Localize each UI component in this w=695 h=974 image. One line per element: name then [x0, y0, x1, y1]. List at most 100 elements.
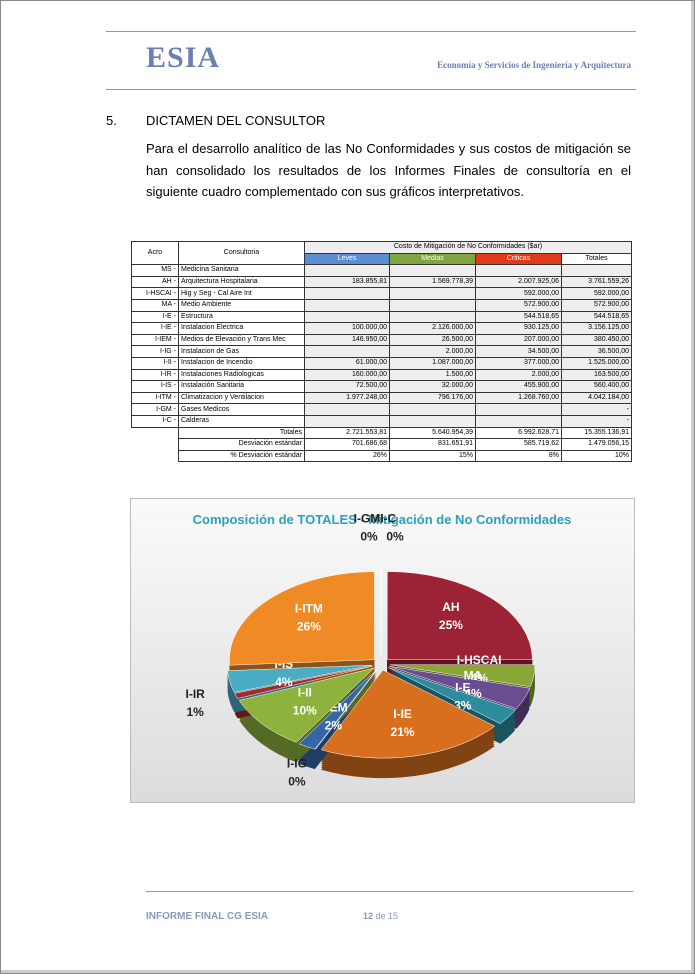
table-cell: 572.900,00 — [561, 298, 632, 312]
table-cell: I-ITM - — [131, 391, 179, 405]
table-cell: 6.992.628,71 — [475, 426, 562, 440]
table-row: MA - Medio Ambiente 572.900,00 572.900,00 — [131, 298, 632, 312]
table-cell: 26% — [304, 449, 390, 463]
table-cell — [304, 403, 390, 416]
value-label: 21% — [391, 725, 415, 739]
table-cell: Arquitectura Hospitalaria — [178, 275, 305, 289]
value-label: 0% — [386, 530, 404, 544]
table-row: Totales 2.721.553,81 5.640.954,39 6.992.628… — [132, 426, 632, 440]
table-cell: 1.977.248,00 — [304, 391, 390, 405]
table-cell: I-IEM - — [131, 333, 179, 347]
table-cell: 380.450,00 — [561, 333, 632, 347]
page-number: 12 de 15 — [363, 911, 398, 921]
table-cell: Consultoria — [178, 240, 305, 266]
table-cell: 701.686,68 — [304, 438, 390, 451]
table-cell: Instalaciones Radiologicas — [178, 368, 305, 382]
table-cell: 930.125,00 — [475, 322, 562, 335]
section-heading: DICTAMEN DEL CONSULTOR — [146, 113, 326, 128]
table-cell: I-HSCAI - — [131, 287, 179, 300]
slice-label: I-ITM — [295, 601, 323, 615]
table-cell: I-E - — [131, 310, 179, 324]
table-cell: I-GM - — [131, 403, 179, 416]
section-number: 5. — [106, 113, 117, 128]
table-cell: Instalacion Electrica — [178, 322, 305, 335]
value-label: 0% — [360, 530, 378, 544]
table-cell: 2.007.925,06 — [475, 275, 562, 289]
table-cell — [132, 450, 179, 462]
table-cell: 2.000,00 — [389, 345, 476, 358]
table-cell: 34.500,00 — [475, 345, 562, 358]
slice — [315, 669, 378, 750]
table-row: I-ITM - Climatizacion y Ventilacion 1.977.… — [131, 391, 632, 405]
table-cell: 100.000,00 — [304, 322, 390, 335]
slice — [389, 664, 536, 687]
table-cell: 2.000,00 — [475, 368, 562, 382]
table-cell: Medias — [389, 252, 476, 266]
table-cell: 4.042.184,00 — [561, 391, 632, 405]
table-cell: Calderas — [178, 414, 305, 428]
table-cell: Acro — [131, 240, 179, 266]
chart: Composición de TOTALES - Mitigación de N… — [130, 498, 635, 803]
table-cell: I-IG - — [131, 345, 179, 358]
table-cell: 183.855,81 — [304, 275, 390, 289]
slice-label: I-E — [455, 681, 470, 695]
table-cell — [389, 298, 476, 312]
table-cell: Desviación estándar — [178, 438, 305, 451]
table-cell: 160.000,00 — [304, 368, 390, 382]
rule — [106, 31, 636, 32]
table-cell: MS - — [131, 264, 179, 277]
slice — [298, 669, 377, 750]
table-row: I-IS - Instalación Sanitaria 72.500,00 32.0… — [131, 380, 632, 393]
table-cell — [389, 310, 476, 324]
table-cell: 163.500,00 — [561, 368, 632, 382]
table-cell: Climatizacion y Ventilacion — [178, 391, 305, 405]
table-cell — [475, 403, 562, 416]
table-cell: 455.900,00 — [475, 380, 562, 393]
table-row: % Desviación estándar 26% 15% 8% 10% — [132, 449, 632, 463]
table-cell: 796.176,00 — [389, 391, 476, 405]
slice-label: I-IE — [393, 707, 412, 721]
slice — [388, 667, 516, 724]
table-cell: 1.525.000,00 — [561, 356, 632, 370]
slice-label: I-GMI-C — [354, 512, 397, 526]
table-cell: Costo de Mitigación de No Conformidades … — [304, 241, 632, 254]
table-cell: Instalacion de Incendio — [178, 356, 305, 370]
table-row: I-IEM - Medios de Elevación y Trans Mec 14… — [131, 333, 632, 347]
slice — [234, 665, 373, 699]
value-label: 4% — [275, 675, 293, 689]
subtitle: Economía y Servicios de Ingeniería y Arq… — [437, 60, 631, 70]
table-cell: 572.900,00 — [475, 298, 562, 312]
table-cell: 1.569.778,39 — [389, 275, 476, 289]
value-label: 26% — [297, 619, 321, 633]
table-cell: - — [561, 414, 632, 428]
table-cell: 544.518,65 — [475, 310, 562, 324]
table-cell: 207.000,00 — [475, 333, 562, 347]
rule — [146, 891, 633, 892]
table-cell: I-IS - — [131, 380, 179, 393]
table-cell — [389, 287, 476, 300]
table-cell: 2.126.000,00 — [389, 322, 476, 335]
table-cell: 377.000,00 — [475, 356, 562, 370]
table-cell — [475, 414, 562, 428]
table-cell: 3.156.125,00 — [561, 322, 632, 335]
slice — [229, 571, 375, 666]
table-cell: Totales — [561, 252, 632, 266]
table-cell — [304, 310, 390, 324]
table-cell: I-IR - — [131, 368, 179, 382]
table-cell: 32.000,00 — [389, 380, 476, 393]
value-label: 2% — [325, 719, 343, 733]
table-cell: 15% — [389, 449, 476, 463]
value-label: 10% — [293, 704, 317, 718]
logo: ESIA — [146, 41, 221, 74]
table-cell: Gases Medicos — [178, 403, 305, 416]
slice — [387, 571, 533, 660]
table-cell: 61.000,00 — [304, 356, 390, 370]
table-cell: Estructura — [178, 310, 305, 324]
table-cell — [389, 414, 476, 428]
slice — [389, 666, 531, 710]
table-cell: Hig y Seg - Cal Aire Int — [178, 287, 305, 300]
table-cell — [304, 414, 390, 428]
slice-label: MA — [464, 668, 483, 682]
table-cell: 5.640.954,39 — [389, 426, 476, 440]
table-cell: Criticas — [475, 252, 562, 266]
